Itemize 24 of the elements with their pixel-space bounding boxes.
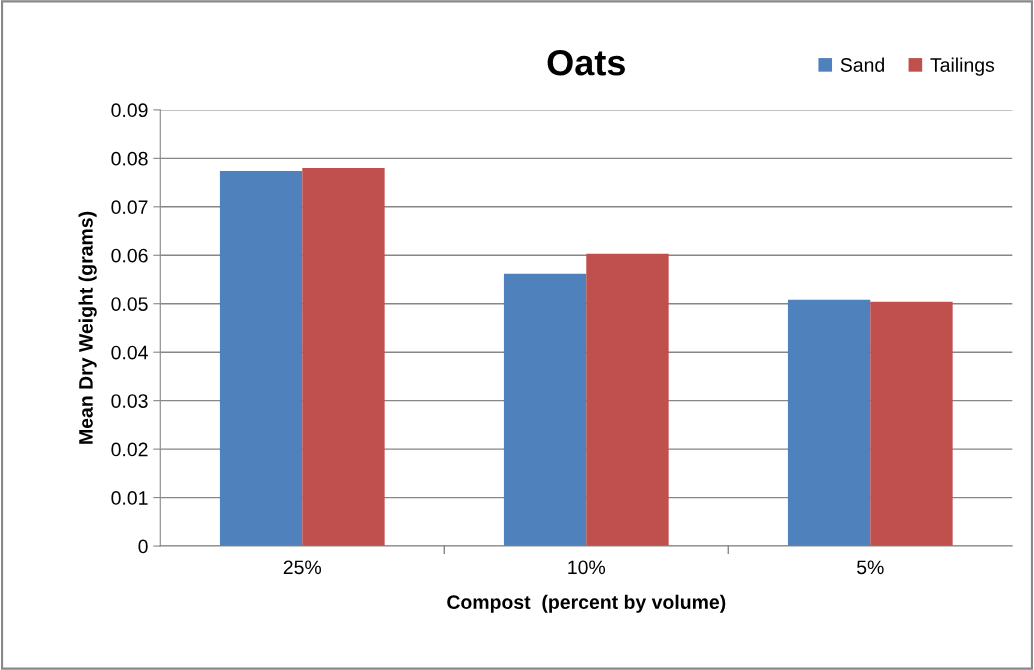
bar xyxy=(586,253,669,547)
bar xyxy=(787,299,871,547)
y-tick-label: 0 xyxy=(138,539,148,554)
legend-label: Tailings xyxy=(930,57,995,76)
y-tick-label: 0.09 xyxy=(111,103,148,118)
y-tick-label: 0.01 xyxy=(111,491,148,505)
y-tick-label: 0.07 xyxy=(111,200,148,215)
y-tick-label: 0.06 xyxy=(111,248,148,263)
x-tick-label: 10% xyxy=(568,560,606,575)
x-tick-label: 5% xyxy=(857,560,884,575)
y-tick-label: 0.08 xyxy=(111,151,148,166)
y-tick-label: 0.04 xyxy=(111,345,148,360)
bar xyxy=(503,273,587,547)
bar xyxy=(219,170,303,547)
legend-label: Sand xyxy=(840,57,884,72)
y-tick-label: 0.03 xyxy=(111,394,148,408)
y-tick-label: 0.02 xyxy=(111,442,148,457)
y-axis-title: Mean Dry Weight (grams) xyxy=(78,211,97,444)
x-axis-title: Compost (percent by volume) xyxy=(447,594,726,613)
bar xyxy=(870,301,953,547)
x-tick-label: 25% xyxy=(283,560,322,575)
bar xyxy=(302,168,385,547)
y-tick-label: 0.05 xyxy=(111,297,148,311)
chart-title: Oats xyxy=(547,49,625,76)
